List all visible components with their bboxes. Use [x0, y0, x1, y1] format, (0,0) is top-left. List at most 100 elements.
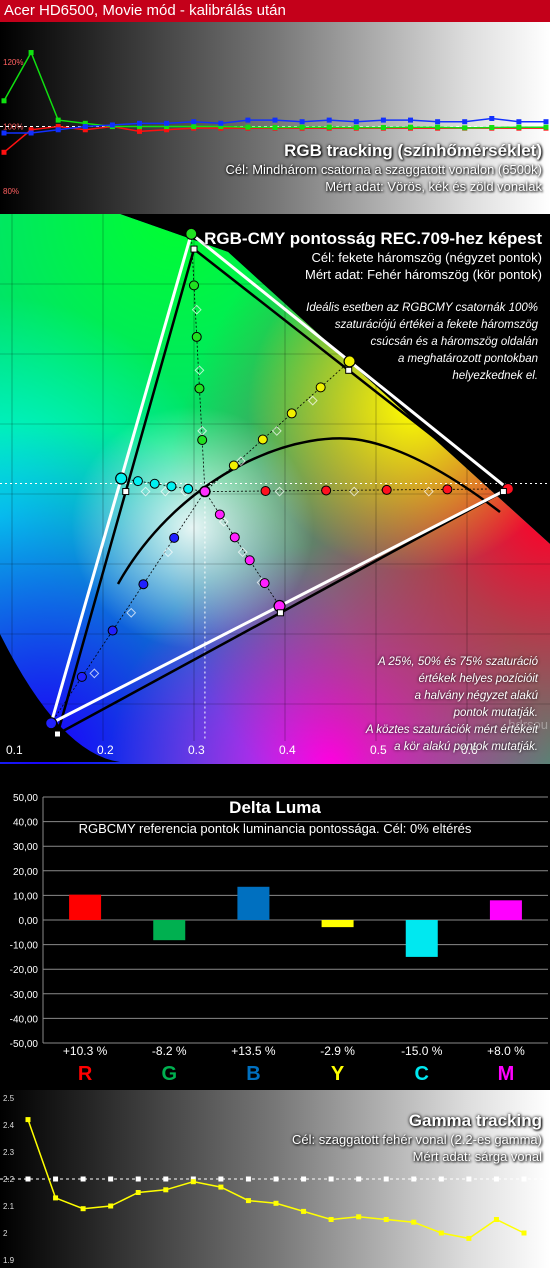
- cie-note2-l3: pontok mutatják.: [453, 707, 538, 719]
- cie-target-vertex-R: [499, 488, 507, 496]
- gamma-point: [328, 1217, 334, 1222]
- cie-target-square-G: [197, 425, 208, 436]
- cie-target-square-B: [163, 547, 174, 558]
- rgb-point-blue: [28, 130, 34, 136]
- cie-target-vertex-B: [54, 730, 61, 738]
- rgb-point-red: [137, 128, 142, 134]
- cie-note1-l0: Ideális esetben az RGBCMY csatornák 100%: [306, 302, 538, 314]
- page-header: Acer HD6500, Movie mód - kalibrálás után: [0, 0, 550, 22]
- gamma-point: [25, 1117, 31, 1123]
- gamma-point: [163, 1187, 169, 1193]
- cie-vertex-B: [45, 717, 58, 730]
- cie-target-square-M: [237, 547, 248, 558]
- gamma-point: [135, 1190, 141, 1195]
- delta-category-label: M: [498, 1063, 515, 1085]
- cie-measured-circle-M: [244, 555, 255, 566]
- rgb-point-blue: [82, 124, 88, 130]
- cie-target-square-R: [349, 486, 360, 497]
- rgb-point-green: [380, 125, 386, 131]
- cie-target-square-G: [194, 365, 205, 376]
- cie-target-square-M: [218, 516, 229, 527]
- gamma-y-tick: 1.9: [3, 1256, 15, 1265]
- rgb-point-green: [353, 125, 359, 131]
- cie-measured-circle-C: [166, 481, 177, 492]
- cie-note1: Ideális esetben az RGBCMY csatornák 100%…: [306, 300, 538, 385]
- rgb-point-green: [435, 124, 441, 130]
- cie-measured-circle-R: [442, 484, 453, 495]
- rgb-series-green: [3, 50, 546, 129]
- rgb-point-green: [55, 117, 61, 123]
- header-title: Acer HD6500, Movie mód - kalibrálás után: [4, 2, 286, 19]
- cie-measured-circle-G: [197, 434, 208, 445]
- cie-measured-circle-G: [191, 331, 202, 342]
- gamma-reference-point: [273, 1176, 279, 1182]
- delta-y-tick: -30,00: [10, 990, 39, 1001]
- cie-watermark: hdrsou: [508, 717, 548, 732]
- delta-value-label: -15.0 %: [401, 1044, 443, 1058]
- delta-y-tick: 40,00: [13, 818, 38, 829]
- cie-target-square-B: [126, 607, 137, 618]
- gamma-reference-point: [521, 1176, 527, 1182]
- rgb-tracking-chart: 120%100%80%: [0, 50, 550, 196]
- gamma-line1: Cél: szaggatott fehér vonal (2.2-es gamm…: [291, 1132, 542, 1147]
- rgb-point-red: [1, 149, 7, 155]
- rgb-point-blue: [218, 120, 224, 126]
- rgb-point-blue: [380, 117, 386, 123]
- cie-note2-l4: A köztes szaturációk mért értékeit: [365, 724, 538, 736]
- rgb-point-blue: [55, 127, 61, 133]
- gamma-point: [190, 1179, 196, 1185]
- rgb-point-green: [543, 124, 549, 130]
- cie-target-square-B: [89, 668, 100, 679]
- gamma-tracking-panel: 2.5 2.4 2.3 2.2 2.1 2 1.9 Gamma tracking Cél: …: [0, 1090, 550, 1268]
- gamma-point: [356, 1214, 362, 1220]
- gamma-point: [521, 1230, 527, 1236]
- gamma-y-tick: 2.1: [3, 1202, 15, 1211]
- rgb-point-blue: [435, 119, 441, 125]
- delta-y-tick: -10,00: [10, 941, 39, 952]
- rgb-title: RGB tracking (színhőmérséklet): [284, 141, 542, 160]
- gamma-reference-point: [383, 1176, 389, 1182]
- gamma-y-tick: 2.3: [3, 1148, 15, 1157]
- gamma-point: [411, 1219, 417, 1225]
- cie-x-tick: 0.6: [461, 743, 478, 757]
- delta-value-label: +13.5 %: [231, 1044, 276, 1058]
- cie-note2-l2: a halvány négyzet alakú: [414, 690, 538, 702]
- rgb-point-blue: [516, 119, 522, 125]
- gamma-reference-point: [301, 1176, 307, 1182]
- delta-bar-Y: [321, 920, 354, 928]
- cie-measured-circle-B: [138, 579, 149, 590]
- rgb-y-tick: 80%: [3, 187, 19, 196]
- planckian-locus: [116, 437, 501, 585]
- gamma-reference-point: [25, 1176, 31, 1182]
- rgb-point-green: [82, 120, 88, 126]
- rgb-point-green: [299, 124, 305, 130]
- gamma-reference-point: [356, 1176, 362, 1182]
- cie-measured-circle-B: [107, 625, 118, 636]
- cie-measured-circle-R: [321, 485, 332, 496]
- gamma-point: [383, 1217, 389, 1222]
- cie-target-vertex-C: [122, 488, 130, 496]
- rgb-point-red: [28, 127, 34, 133]
- cie-target-vertex-M: [276, 609, 284, 617]
- cie-note2-l5: a kör alakú pontok mutatják.: [394, 741, 538, 753]
- gamma-point: [53, 1195, 59, 1201]
- rgb-point-blue: [1, 130, 7, 136]
- rgb-point-green: [272, 125, 278, 131]
- gamma-reference-point: [493, 1176, 499, 1182]
- cie-target-square-R: [274, 486, 285, 497]
- cie-target-square-C: [140, 486, 151, 497]
- cie-target-square-Y: [307, 395, 318, 406]
- rgb-point-blue: [245, 117, 251, 123]
- rgb-point-blue: [326, 117, 332, 123]
- gamma-point: [493, 1217, 499, 1222]
- cie-marks: [0, 227, 550, 741]
- rgb-point-green: [245, 124, 251, 130]
- delta-bar-B: [237, 886, 270, 920]
- delta-value-label: +10.3 %: [63, 1044, 108, 1058]
- cie-note2-l0: A 25%, 50% és 75% szaturáció: [377, 656, 538, 668]
- gamma-reference-point: [218, 1176, 224, 1182]
- cie-measured-circle-C: [183, 483, 194, 494]
- delta-title: Delta Luma: [229, 798, 321, 817]
- cie-measured-circle-C: [132, 476, 143, 487]
- gamma-legend: Gamma tracking Cél: szaggatott fehér von…: [292, 1110, 542, 1165]
